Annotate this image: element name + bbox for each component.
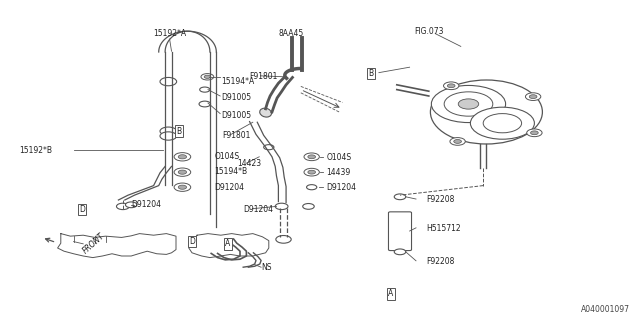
Circle shape <box>394 249 406 255</box>
Text: F92208: F92208 <box>426 257 454 266</box>
Circle shape <box>204 75 211 78</box>
Text: D91204: D91204 <box>326 183 356 192</box>
Text: A040001097: A040001097 <box>581 305 630 314</box>
Text: B: B <box>177 127 182 136</box>
Circle shape <box>308 170 316 174</box>
Circle shape <box>160 132 177 140</box>
Circle shape <box>174 168 191 176</box>
Text: A: A <box>225 239 230 248</box>
Text: FRONT: FRONT <box>81 231 107 255</box>
Circle shape <box>174 153 191 161</box>
Circle shape <box>200 87 210 92</box>
Circle shape <box>160 77 177 86</box>
Text: 15194*B: 15194*B <box>214 167 248 176</box>
Text: H515712: H515712 <box>426 224 461 233</box>
Circle shape <box>178 185 187 189</box>
Circle shape <box>160 127 177 135</box>
Text: FIG.073: FIG.073 <box>414 28 444 36</box>
FancyBboxPatch shape <box>388 212 412 251</box>
Ellipse shape <box>260 108 271 117</box>
Circle shape <box>116 203 129 210</box>
Circle shape <box>276 236 291 243</box>
Circle shape <box>470 107 534 139</box>
Circle shape <box>201 74 214 80</box>
Text: 14423: 14423 <box>237 159 261 168</box>
Circle shape <box>444 82 459 90</box>
Circle shape <box>531 131 538 135</box>
Circle shape <box>303 204 314 209</box>
Text: A: A <box>388 289 394 298</box>
Text: D91204: D91204 <box>243 205 273 214</box>
Circle shape <box>447 84 455 88</box>
Text: F92208: F92208 <box>426 195 454 204</box>
Circle shape <box>525 93 541 100</box>
Circle shape <box>444 92 493 116</box>
Text: B: B <box>369 69 374 78</box>
Text: O104S: O104S <box>214 152 239 161</box>
Circle shape <box>264 145 274 150</box>
Circle shape <box>454 140 461 143</box>
Circle shape <box>394 194 406 200</box>
Circle shape <box>275 203 288 210</box>
Circle shape <box>431 85 506 123</box>
Text: F91801: F91801 <box>222 131 250 140</box>
Circle shape <box>199 101 211 107</box>
Circle shape <box>483 114 522 133</box>
Circle shape <box>450 138 465 145</box>
Circle shape <box>308 155 316 159</box>
Text: 15192*A: 15192*A <box>153 29 186 38</box>
Text: D91005: D91005 <box>221 93 251 102</box>
Text: D91204: D91204 <box>131 200 161 209</box>
Text: 15194*A: 15194*A <box>221 77 254 86</box>
Circle shape <box>527 129 542 137</box>
Text: 8AA45: 8AA45 <box>278 29 304 38</box>
Circle shape <box>529 95 537 99</box>
Circle shape <box>178 155 187 159</box>
Circle shape <box>304 153 319 161</box>
Circle shape <box>125 202 137 208</box>
Text: D91005: D91005 <box>221 111 251 120</box>
Circle shape <box>174 183 191 191</box>
Text: D91204: D91204 <box>214 183 244 192</box>
Text: 14439: 14439 <box>326 168 351 177</box>
Text: D: D <box>189 237 195 246</box>
Ellipse shape <box>430 80 543 144</box>
Text: 15192*B: 15192*B <box>19 146 52 155</box>
Text: NS: NS <box>261 263 271 272</box>
Circle shape <box>458 99 479 109</box>
Circle shape <box>178 170 187 174</box>
Text: F91801: F91801 <box>250 72 278 81</box>
Circle shape <box>307 185 317 190</box>
Text: D: D <box>79 205 85 214</box>
Circle shape <box>304 168 319 176</box>
Text: O104S: O104S <box>326 153 351 162</box>
